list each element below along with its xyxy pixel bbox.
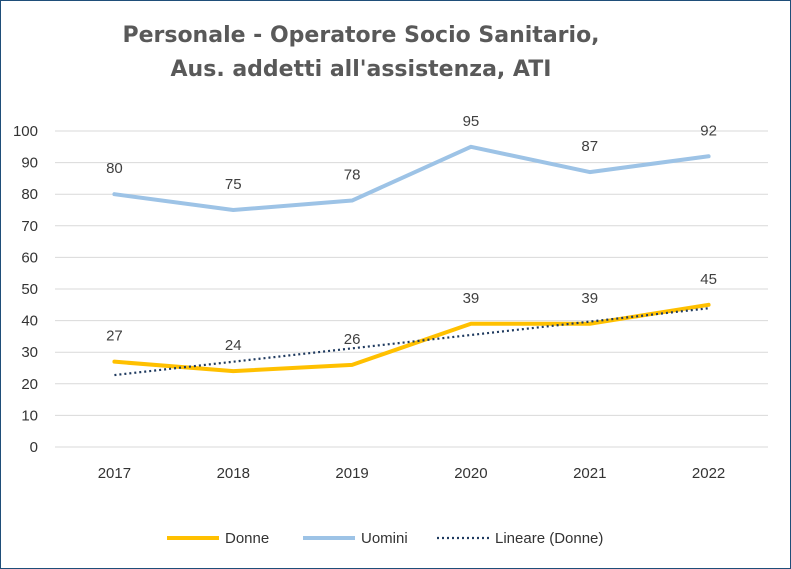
y-tick-label: 100 <box>13 123 38 140</box>
x-tick-label: 2019 <box>335 465 368 482</box>
y-tick-label: 0 <box>30 439 38 456</box>
series-line-uomini <box>112 144 711 212</box>
x-tick-label: 2022 <box>692 465 725 482</box>
legend-label: Lineare (Donne) <box>495 530 603 547</box>
y-axis-labels: 0 10 20 30 40 50 60 70 80 90 100 <box>13 123 38 456</box>
y-tick-label: 90 <box>21 155 38 172</box>
data-label: 87 <box>581 138 598 155</box>
y-tick-label: 10 <box>21 407 38 424</box>
chart-title-line-1: Personale - Operatore Socio Sanitario, <box>122 23 600 48</box>
chart-title-line-2: Aus. addetti all'assistenza, ATI <box>170 57 552 82</box>
data-label: 26 <box>344 331 361 348</box>
data-label: 92 <box>700 122 717 139</box>
x-tick-label: 2018 <box>217 465 250 482</box>
data-label: 45 <box>700 271 717 288</box>
data-label: 95 <box>463 113 480 130</box>
y-tick-label: 20 <box>21 376 38 393</box>
x-tick-label: 2017 <box>98 465 131 482</box>
y-tick-label: 80 <box>21 186 38 203</box>
data-labels: 27 24 26 39 39 45 80 75 78 95 87 92 <box>106 113 717 354</box>
chart-title: Personale - Operatore Socio Sanitario, A… <box>61 19 661 87</box>
data-label: 75 <box>225 176 242 193</box>
y-tick-label: 60 <box>21 249 38 266</box>
x-tick-label: 2020 <box>454 465 487 482</box>
legend-item: Uomini <box>303 530 408 547</box>
data-label: 39 <box>581 290 598 307</box>
data-label: 24 <box>225 337 242 354</box>
y-tick-label: 40 <box>21 313 38 330</box>
data-label: 39 <box>463 290 480 307</box>
data-label: 27 <box>106 328 123 345</box>
x-axis-labels: 2017 2018 2019 2020 2021 2022 <box>98 465 726 482</box>
series-lines <box>112 144 711 377</box>
data-label: 80 <box>106 160 123 177</box>
legend-item: Lineare (Donne) <box>437 530 603 547</box>
gridlines <box>55 130 768 448</box>
y-tick-label: 30 <box>21 344 38 361</box>
legend: Donne Uomini Lineare (Donne) <box>167 530 603 547</box>
series-line-donne <box>112 302 711 374</box>
x-tick-label: 2021 <box>573 465 606 482</box>
y-tick-label: 50 <box>21 281 38 298</box>
legend-item: Donne <box>167 530 269 547</box>
y-tick-label: 70 <box>21 218 38 235</box>
legend-label: Donne <box>225 530 269 547</box>
legend-label: Uomini <box>361 530 408 547</box>
data-label: 78 <box>344 167 361 184</box>
